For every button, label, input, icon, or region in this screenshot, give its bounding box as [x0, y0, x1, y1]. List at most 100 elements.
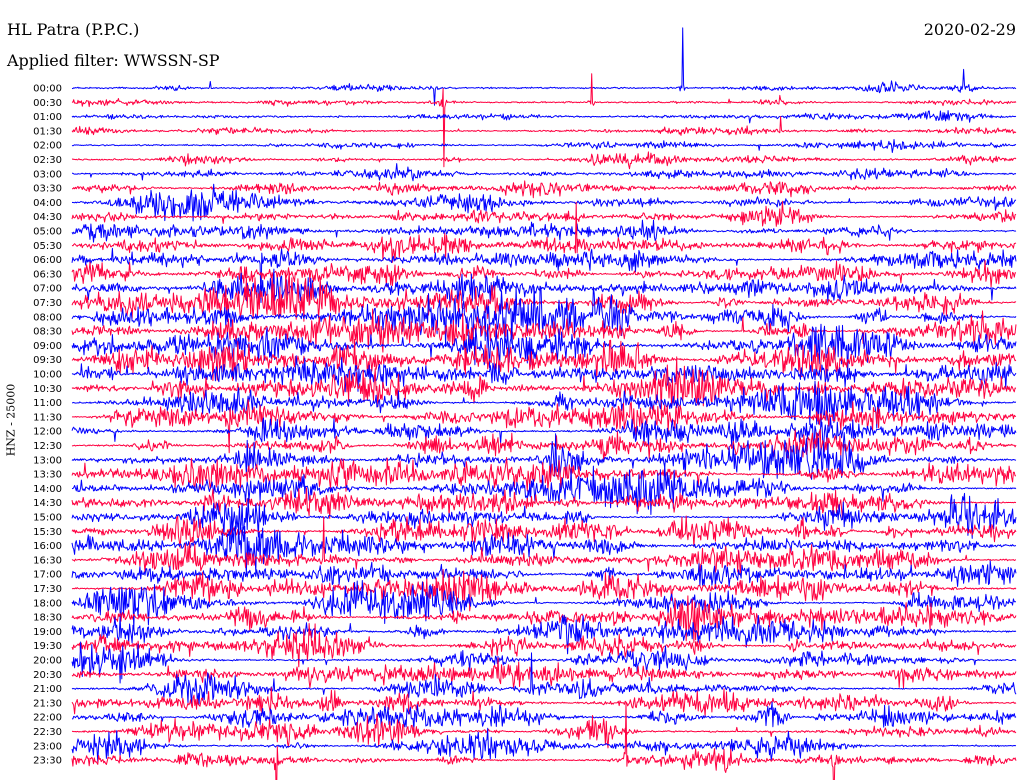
trace-row [71, 27, 1017, 106]
trace-row [71, 110, 1017, 124]
row-label: 23:30 [33, 756, 62, 767]
row-label: 01:30 [33, 126, 62, 137]
trace-row [71, 580, 1016, 631]
station-title: HL Patra (P.P.C.) [7, 20, 140, 39]
row-label: 13:30 [33, 470, 62, 481]
trace-row [71, 713, 1017, 749]
row-label: 15:30 [33, 527, 62, 538]
row-label: 10:00 [33, 370, 62, 381]
row-label: 12:30 [33, 441, 62, 452]
filter-label: Applied filter: WWSSN-SP [7, 51, 220, 70]
row-label: 23:00 [33, 741, 62, 752]
trace-row [71, 464, 1017, 515]
trace-row [71, 702, 1017, 780]
row-label: 20:30 [33, 670, 62, 681]
row-label: 22:00 [33, 713, 62, 724]
row-label: 06:30 [33, 269, 62, 280]
trace-row [71, 701, 1017, 731]
row-label: 11:00 [33, 398, 62, 409]
trace-row [71, 657, 1017, 689]
row-label: 08:00 [33, 312, 62, 323]
trace-row [71, 219, 1017, 243]
trace-row [71, 432, 1017, 480]
row-label: 04:00 [33, 198, 62, 209]
trace-row [71, 428, 1017, 463]
row-label: 11:30 [33, 412, 62, 423]
trace-row [71, 151, 1017, 170]
trace-row [71, 356, 1017, 416]
row-label: 15:00 [33, 513, 62, 524]
row-label: 00:00 [33, 84, 62, 95]
trace-row [71, 595, 1017, 644]
trace-row [71, 338, 1017, 382]
row-label: 19:00 [33, 627, 62, 638]
trace-row [71, 614, 1017, 655]
trace-row [71, 641, 1017, 684]
trace-row [71, 569, 1017, 612]
row-label: 22:30 [33, 727, 62, 738]
row-label: 17:00 [33, 570, 62, 581]
trace-row [71, 247, 1017, 303]
row-label: 05:00 [33, 227, 62, 238]
trace-row [71, 492, 1017, 545]
row-label: 03:00 [33, 169, 62, 180]
trace-row [71, 487, 1017, 520]
row-label: 13:00 [33, 455, 62, 466]
trace-row [71, 270, 1017, 322]
row-label: 16:30 [33, 555, 62, 566]
trace-row [71, 380, 1017, 429]
trace-row [71, 260, 1017, 288]
row-label: 20:00 [33, 656, 62, 667]
row-label: 07:00 [33, 284, 62, 295]
row-label: 17:30 [33, 584, 62, 595]
trace-row [71, 687, 1017, 717]
row-label: 02:30 [33, 155, 62, 166]
row-label: 09:30 [33, 355, 62, 366]
trace-row [71, 201, 1017, 263]
row-label: 12:00 [33, 427, 62, 438]
trace-row [71, 308, 1017, 375]
trace-row [71, 652, 1017, 705]
row-label: 14:00 [33, 484, 62, 495]
row-label: 04:30 [33, 212, 62, 223]
row-label: 02:00 [33, 141, 62, 152]
trace-row [71, 727, 1017, 763]
trace-row [71, 200, 1017, 227]
trace-row [72, 180, 1017, 199]
seismic-traces [71, 27, 1017, 780]
trace-row [71, 355, 1017, 393]
row-label: 00:30 [33, 98, 62, 109]
row-labels: 00:00 00:30 01:00 01:30 02:00 02:30 03:00 03:30… [33, 84, 62, 767]
trace-row [71, 285, 1017, 347]
row-label: 18:30 [33, 613, 62, 624]
row-label: 07:30 [33, 298, 62, 309]
trace-row [71, 73, 1017, 168]
row-label: 08:30 [33, 327, 62, 338]
row-label: 01:00 [33, 112, 62, 123]
trace-row [71, 457, 1017, 492]
row-label: 16:00 [33, 541, 62, 552]
trace-row [71, 268, 1017, 304]
trace-row [71, 560, 1017, 590]
trace-row [71, 515, 1017, 549]
trace-row [71, 623, 1017, 668]
row-label: 05:30 [33, 241, 62, 252]
trace-row [71, 183, 1017, 222]
row-label: 14:30 [33, 498, 62, 509]
row-label: 19:30 [33, 641, 62, 652]
trace-row [71, 522, 1017, 574]
trace-row [72, 163, 1017, 182]
row-label: 03:30 [33, 184, 62, 195]
trace-row [71, 139, 1017, 153]
row-label: 21:00 [33, 684, 62, 695]
row-label: 18:00 [33, 598, 62, 609]
row-label: 21:30 [33, 698, 62, 709]
trace-row [71, 116, 1017, 136]
trace-row [71, 417, 1017, 448]
row-label: 09:00 [33, 341, 62, 352]
row-label: 10:30 [33, 384, 62, 395]
date-label: 2020-02-29 [923, 20, 1016, 39]
trace-row [71, 516, 1017, 576]
row-label: 06:00 [33, 255, 62, 266]
